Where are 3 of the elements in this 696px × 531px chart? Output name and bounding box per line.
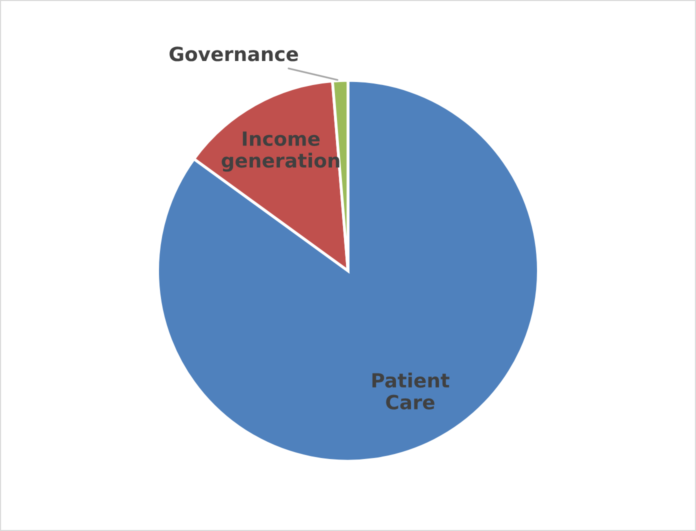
pie-slice — [156, 79, 540, 463]
slice-label: Patient Care — [372, 372, 450, 410]
slice-label: Governance — [170, 46, 298, 62]
